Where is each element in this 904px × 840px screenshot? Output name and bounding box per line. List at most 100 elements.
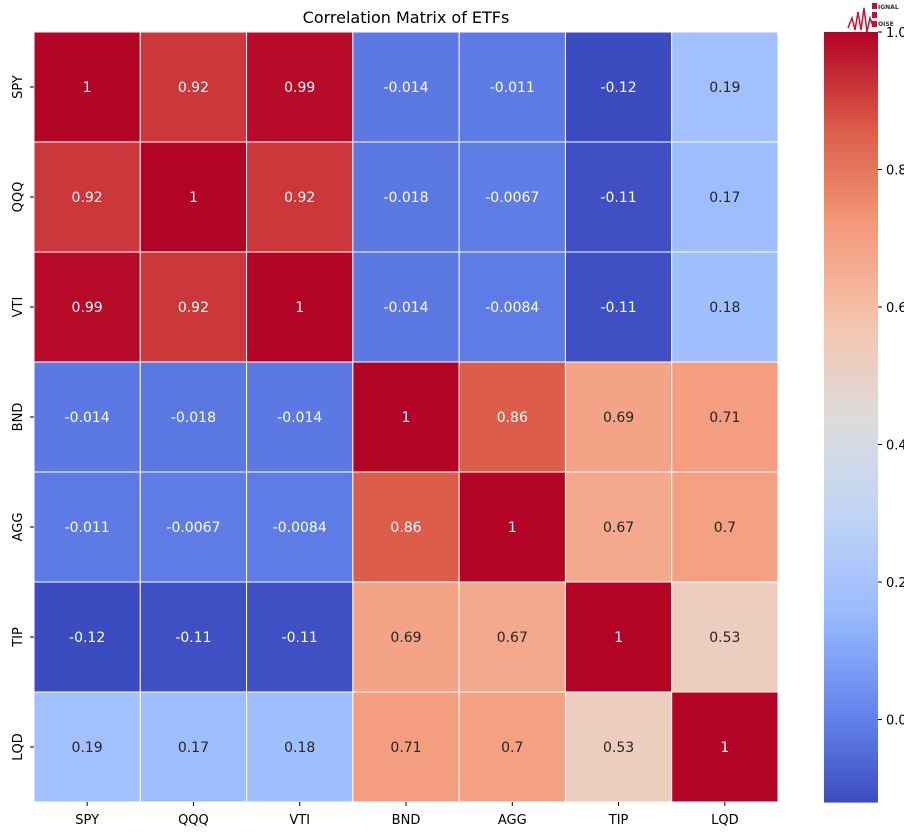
- colorbar-segment: [824, 132, 878, 137]
- colorbar-segment: [824, 532, 878, 537]
- colorbar-segment: [824, 486, 878, 491]
- heatmap-cell: [33, 141, 141, 253]
- colorbar-segment: [824, 216, 878, 222]
- colorbar-segment: [824, 359, 878, 364]
- colorbar-segment: [824, 189, 878, 195]
- colorbar-segment: [824, 709, 878, 715]
- colorbar-segment: [824, 313, 878, 318]
- colorbar-segment: [824, 474, 878, 480]
- colorbar-segment: [824, 386, 878, 391]
- colorbar-segment: [824, 366, 878, 372]
- colorbar-segment: [824, 455, 878, 460]
- colorbar-segment: [824, 755, 878, 761]
- colorbar-segment: [824, 397, 878, 403]
- cell-label: 0.67: [603, 520, 634, 536]
- colorbar-segment: [824, 478, 878, 484]
- colorbar-segment: [824, 636, 878, 641]
- y-tick-label: AGG: [11, 513, 26, 542]
- cell-label: 0.7: [501, 740, 523, 756]
- colorbar-segment: [824, 613, 878, 618]
- colorbar-segment: [824, 617, 878, 622]
- cell-label: 0.92: [284, 190, 315, 206]
- colorbar-segment: [824, 243, 878, 249]
- colorbar-segment: [824, 721, 878, 726]
- colorbar-segment: [824, 501, 878, 507]
- chart-title: Correlation Matrix of ETFs: [303, 8, 510, 27]
- colorbar-segment: [824, 328, 878, 333]
- colorbar-segment: [824, 82, 878, 87]
- colorbar-segment: [824, 528, 878, 534]
- colorbar-segment: [824, 767, 878, 772]
- colorbar-segment: [824, 621, 878, 626]
- colorbar-segment: [824, 297, 878, 303]
- cell-label: 1: [614, 630, 623, 646]
- colorbar-segment: [824, 790, 878, 795]
- heatmap-cell: [564, 31, 673, 143]
- colorbar-segment: [824, 590, 878, 595]
- colorbar-segment: [824, 220, 878, 226]
- colorbar-segment: [824, 393, 878, 399]
- colorbar-segment: [824, 363, 878, 368]
- colorbar-segment: [824, 55, 878, 60]
- colorbar-segment: [824, 263, 878, 268]
- cell-label: 0.7: [714, 520, 736, 536]
- colorbar-segment: [824, 151, 878, 156]
- colorbar-segment: [824, 420, 878, 426]
- colorbar-segment: [824, 166, 878, 172]
- colorbar-segment: [824, 597, 878, 603]
- colorbar-segment: [824, 663, 878, 668]
- colorbar-segment: [824, 778, 878, 784]
- heatmap-cell: [33, 471, 141, 583]
- colorbar-tick-label: 0.8: [886, 164, 904, 179]
- colorbar-segment: [824, 97, 878, 102]
- cell-label: -0.018: [171, 410, 216, 426]
- colorbar-segment: [824, 266, 878, 272]
- cell-label: -0.11: [175, 630, 211, 646]
- cell-label: 0.53: [603, 740, 634, 756]
- cell-label: -0.0067: [166, 520, 220, 536]
- heatmap-cell: [246, 691, 354, 803]
- y-tick-label: SPY: [11, 75, 26, 99]
- colorbar-segment: [824, 89, 878, 95]
- cell-label: -0.11: [600, 300, 636, 316]
- cell-label: 0.18: [709, 300, 740, 316]
- colorbar-segment: [824, 436, 878, 441]
- y-tick-label: BND: [11, 403, 26, 432]
- x-tick-label: TIP: [608, 813, 629, 828]
- colorbar-segment: [824, 286, 878, 291]
- heatmap-cell: [671, 471, 779, 583]
- colorbar-segment: [824, 278, 878, 283]
- x-tick-label: AGG: [498, 813, 527, 828]
- colorbar-segment: [824, 212, 878, 218]
- heatmap-cell: [671, 141, 779, 253]
- colorbar-segment: [824, 424, 878, 430]
- colorbar-segment: [824, 209, 878, 214]
- colorbar-segment: [824, 378, 878, 383]
- colorbar-segment: [824, 66, 878, 72]
- heatmap-cell: [246, 141, 354, 253]
- colorbar-segment: [824, 409, 878, 414]
- colorbar-segment: [824, 301, 878, 306]
- cell-label: 1: [720, 740, 729, 756]
- colorbar-segment: [824, 336, 878, 341]
- colorbar-segment: [824, 555, 878, 561]
- svg-text:IGNAL: IGNAL: [878, 4, 899, 11]
- colorbar-segment: [824, 170, 878, 176]
- colorbar-segment: [824, 432, 878, 437]
- cell-label: 0.86: [390, 520, 421, 536]
- colorbar-segment: [824, 428, 878, 433]
- colorbar-segment: [824, 255, 878, 260]
- cell-label: 0.19: [72, 740, 103, 756]
- heatmap-cell: [564, 691, 673, 803]
- cell-label: 0.99: [284, 80, 315, 96]
- colorbar-segment: [824, 671, 878, 676]
- colorbar-segment: [824, 47, 878, 52]
- colorbar-segment: [824, 135, 878, 141]
- colorbar-segment: [824, 513, 878, 518]
- heatmap-cell: [352, 581, 460, 693]
- cell-label: 0.53: [709, 630, 740, 646]
- heatmap-cell: [246, 581, 354, 693]
- colorbar-segment: [824, 101, 878, 106]
- cell-label: 1: [189, 190, 198, 206]
